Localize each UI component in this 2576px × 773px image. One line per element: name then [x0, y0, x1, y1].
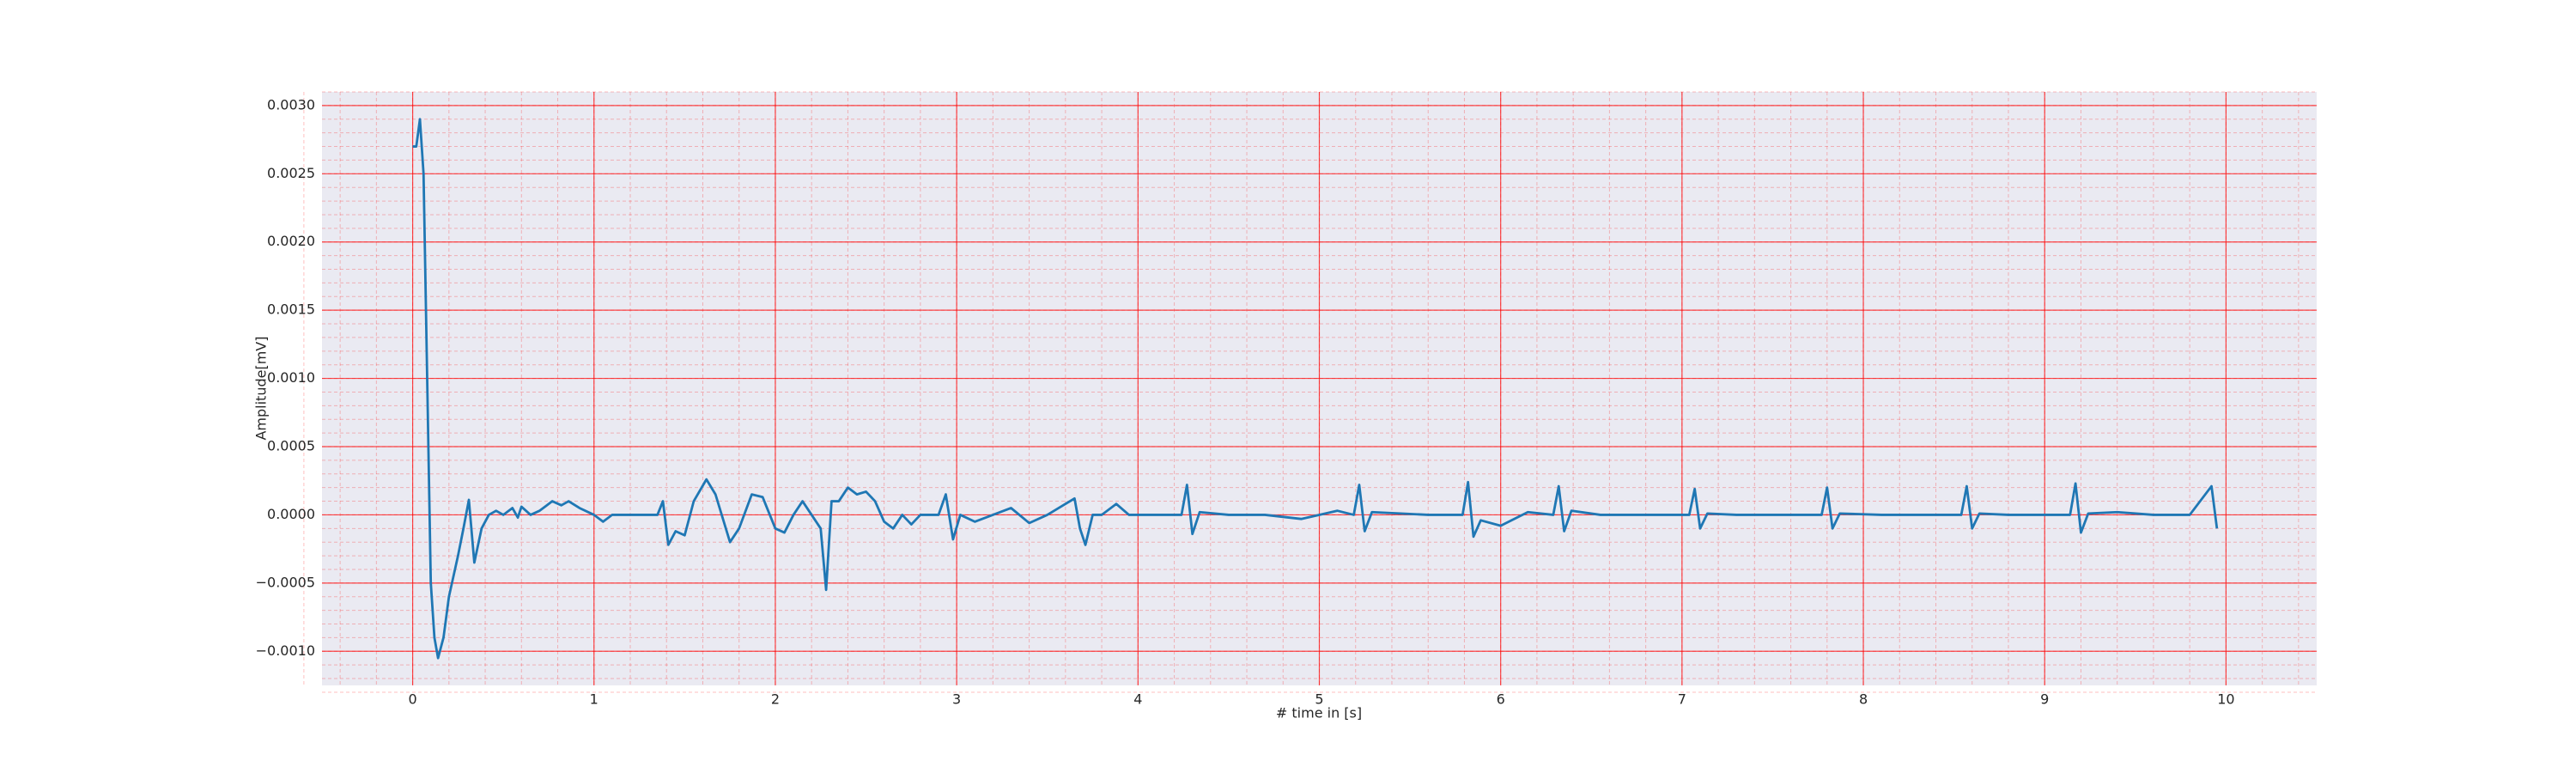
x-tick-label: 9 [2040, 691, 2049, 708]
x-tick-label: 1 [590, 691, 598, 708]
y-axis-label: Amplitude[mV] [253, 336, 270, 440]
y-tick-label: −0.0010 [256, 642, 315, 659]
x-tick-label: 3 [952, 691, 961, 708]
data-line [412, 118, 2219, 660]
x-tick-label: 7 [1678, 691, 1686, 708]
y-tick-label: 0.0000 [267, 506, 315, 522]
x-tick-label: 5 [1315, 691, 1323, 708]
x-tick-label: 4 [1133, 691, 1142, 708]
x-axis-label: # time in [s] [1276, 705, 1362, 721]
y-tick-label: 0.0020 [267, 233, 315, 249]
y-tick-label: 0.0005 [267, 438, 315, 454]
x-tick-label: 8 [1859, 691, 1868, 708]
y-tick-label: −0.0005 [256, 574, 315, 590]
y-tick-label: 0.0025 [267, 165, 315, 181]
x-tick-label: 6 [1497, 691, 1505, 708]
y-tick-label: 0.0030 [267, 96, 315, 113]
x-tick-label: 2 [771, 691, 780, 708]
y-tick-label: 0.0010 [267, 369, 315, 386]
y-tick-label: 0.0015 [267, 301, 315, 318]
x-tick-label: 10 [2217, 691, 2234, 708]
x-tick-label: 0 [408, 691, 416, 708]
